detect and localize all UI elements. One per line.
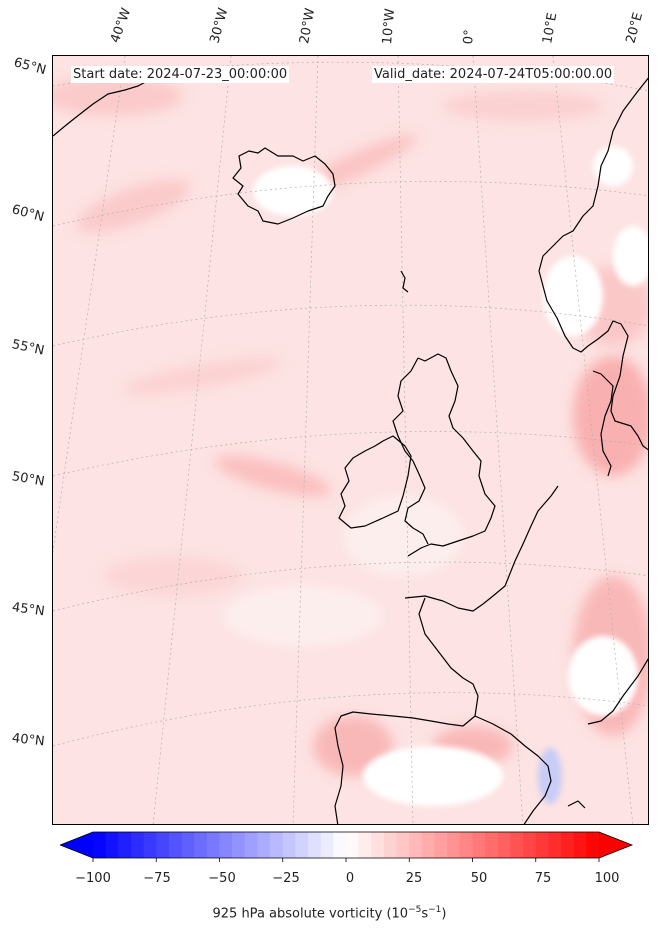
lat-label-65n: 65°N [12, 55, 48, 79]
mediterranean-coast [474, 715, 552, 824]
colorbar-cell [118, 832, 132, 858]
iceland-coast [232, 147, 336, 225]
denmark-coast [592, 370, 614, 477]
lat-label-50n: 50°N [10, 469, 46, 490]
map-panel [52, 55, 649, 825]
france-coast [404, 485, 559, 612]
lat-label-45n: 45°N [10, 600, 46, 620]
colorbar-cell [396, 832, 410, 858]
scandinavia-coast [538, 77, 648, 451]
lon-label-20e: 20°E [623, 10, 647, 46]
colorbar-cell [535, 832, 549, 858]
shetland-islands [400, 270, 409, 293]
colorbar-cell [105, 832, 119, 858]
colorbar-cell [156, 832, 170, 858]
france-bay-of-biscay [418, 597, 479, 727]
colorbar-tick-label: 25 [405, 871, 423, 886]
lat-label-60n: 60°N [10, 202, 46, 226]
colorbar-cell [548, 832, 562, 858]
colorbar-cell [232, 832, 246, 858]
colorbar-cell [358, 832, 372, 858]
colorbar-tick-label: 100 [594, 871, 620, 886]
colorbar-cell [168, 832, 183, 858]
colorbar-cell [510, 832, 524, 858]
colorbar-tick-label: −100 [75, 871, 111, 886]
colorbar-cell [295, 832, 309, 858]
colorbar-tick-label: 0 [345, 871, 355, 886]
colorbar-cell [219, 832, 233, 858]
colorbar-cell [497, 832, 511, 858]
scotland-west-coast [392, 357, 429, 545]
colorbar-cell [371, 832, 385, 858]
colorbar-cell [485, 832, 499, 858]
colorbar-cell [206, 832, 220, 858]
colorbar-cell [194, 832, 208, 858]
lon-label-30w: 30°W [207, 6, 232, 45]
colorbar-cell [308, 832, 322, 858]
colorbar-cell [586, 832, 600, 858]
colorbar-cell [93, 832, 107, 858]
valid-date-label: Valid_date: 2024-07-24T05:00:00.00 [372, 66, 615, 83]
colorbar-cell [282, 832, 296, 858]
white-low-vorticity-areas [253, 146, 648, 806]
scotland-coast [407, 353, 496, 557]
colorbar-tick-label: 75 [534, 871, 552, 886]
colorbar-cell [459, 832, 473, 858]
colorbar-cell [143, 832, 157, 858]
colorbar-tick-label: −25 [272, 871, 300, 886]
balearic-islands [567, 800, 586, 809]
vorticity-map [53, 56, 648, 824]
colorbar-cell [447, 832, 461, 858]
colorbar-cell [409, 832, 423, 858]
colorbar-cell [181, 832, 195, 858]
colorbar-cell [130, 832, 145, 858]
colorbar-cell [244, 832, 258, 858]
colorbar-cell [421, 832, 436, 858]
lon-label-20w: 20°W [297, 7, 319, 46]
colorbar-extend-max [599, 832, 632, 858]
lon-label-0: 0° [461, 28, 478, 45]
colorbar-label: 925 hPa absolute vorticity (10−5s−1) [212, 905, 447, 922]
colorbar-cell [561, 832, 575, 858]
lat-label-40n: 40°N [11, 731, 46, 750]
colorbar-cell [333, 832, 347, 858]
graticule [53, 56, 648, 824]
ireland-coast [338, 435, 412, 529]
colorbar-cell [270, 832, 284, 858]
colorbar-extend-min [60, 832, 93, 858]
colorbar-cell [523, 832, 537, 858]
colorbar-cell [257, 832, 271, 858]
colorbar-cell [346, 832, 360, 858]
lat-label-55n: 55°N [10, 337, 46, 359]
colorbar-cell [383, 832, 398, 858]
lon-label-10w: 10°W [380, 7, 399, 45]
colorbar-cell [434, 832, 448, 858]
lon-label-40w: 40°W [107, 6, 135, 45]
colorbar-cell [573, 832, 587, 858]
colorbar-cell [472, 832, 486, 858]
iberia-coast [334, 711, 464, 824]
start-date-label: Start date: 2024-07-23_00:00:00 [71, 66, 290, 83]
colorbar-tick-label: 50 [470, 871, 488, 886]
colorbar-cell [320, 832, 334, 858]
colorbar [60, 831, 634, 862]
colorbar-tick-label: −50 [208, 871, 236, 886]
lon-label-10e: 10°E [540, 11, 561, 45]
coastlines [53, 69, 648, 824]
colorbar-tick-label: −75 [143, 871, 171, 886]
vorticity-field-patches [53, 76, 648, 776]
italy-coast [587, 658, 648, 725]
